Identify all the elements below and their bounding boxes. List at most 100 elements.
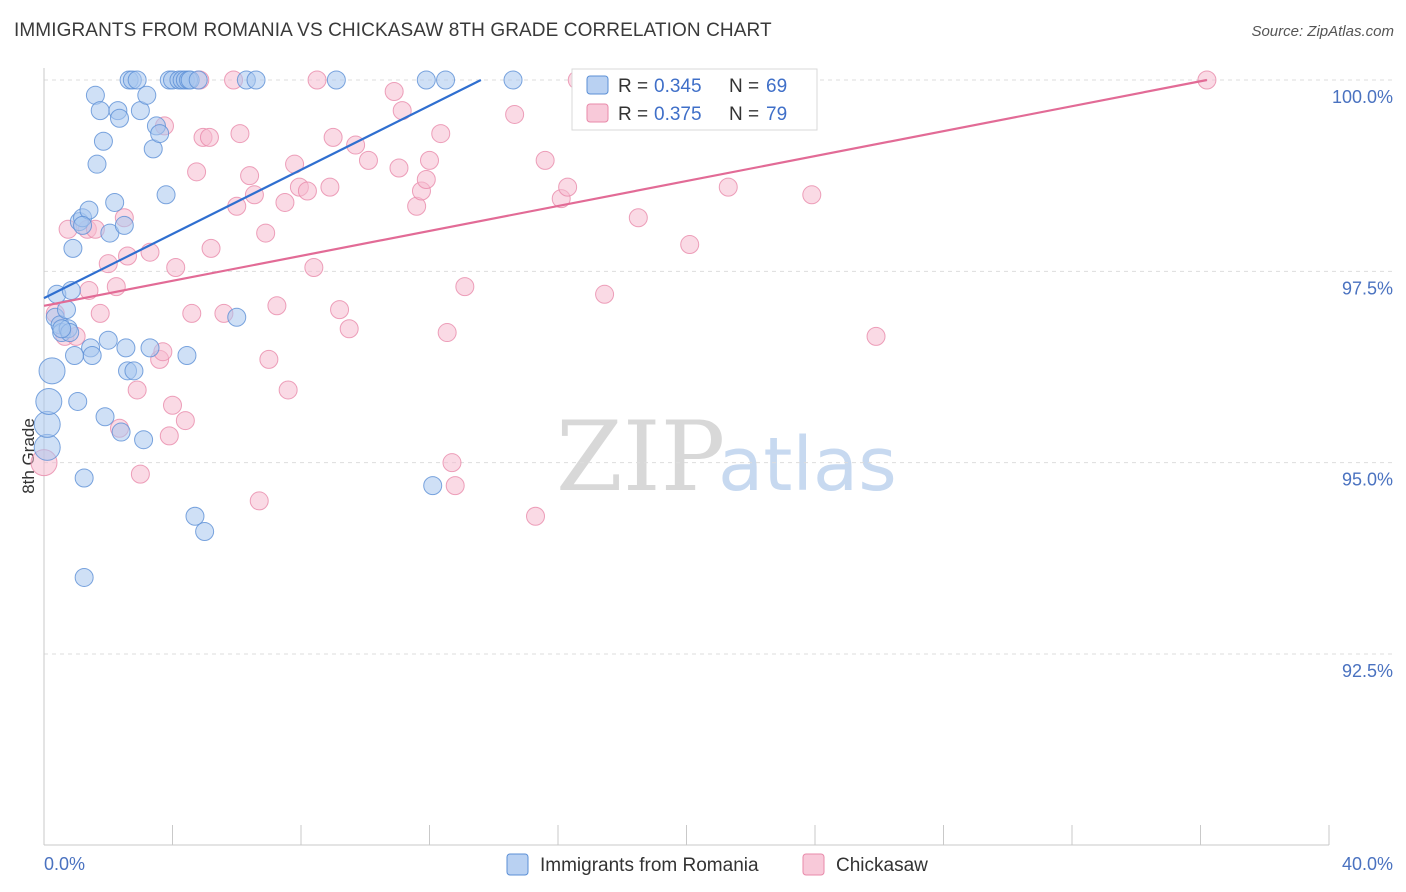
data-point (33, 433, 61, 461)
data-point (278, 380, 298, 400)
trend-line-chickasaw (43, 78, 1208, 307)
data-point (436, 70, 456, 90)
data-point (304, 258, 324, 278)
data-point (73, 215, 93, 235)
legend-swatch-romania (586, 75, 609, 95)
data-point (384, 81, 404, 101)
data-point (63, 238, 83, 258)
data-point (114, 215, 134, 235)
data-point (109, 108, 129, 128)
y-tick-label: 97.5% (1342, 278, 1393, 298)
data-point (437, 323, 457, 343)
data-point (503, 70, 523, 90)
data-point (163, 395, 182, 415)
data-point (201, 238, 221, 258)
legend-n-label-romania: N = (729, 76, 759, 97)
data-point (90, 101, 110, 121)
trend-line-romania (43, 79, 482, 300)
legend-swatch-chickasaw (586, 103, 609, 123)
data-point (297, 181, 317, 201)
data-point (558, 177, 578, 197)
watermark-zip: ZIP (556, 401, 725, 513)
data-point (246, 70, 266, 90)
chart-title: IMMIGRANTS FROM ROMANIA VS CHICKASAW 8TH… (14, 20, 772, 41)
data-point (195, 522, 215, 542)
data-point (431, 124, 451, 144)
data-point (416, 169, 436, 189)
data-point (680, 235, 700, 255)
data-point (140, 338, 160, 358)
data-point (249, 491, 269, 511)
data-point (134, 430, 154, 450)
data-point (74, 468, 94, 488)
data-point (256, 223, 276, 243)
data-point (535, 150, 555, 170)
watermark: ZIP atlas (556, 401, 897, 513)
data-point (137, 85, 157, 105)
bottom-legend-swatch-romania (506, 853, 529, 876)
stats-legend-box (571, 68, 818, 131)
y-tick-labels: 92.5% 95.0% 97.5% 100.0% (1332, 87, 1393, 681)
data-point (455, 277, 475, 297)
data-point (185, 506, 205, 526)
data-point (65, 346, 85, 366)
data-point (166, 258, 186, 278)
data-point (74, 567, 94, 587)
y-tick-label: 92.5% (1342, 661, 1393, 681)
legend-r-label-chickasaw: R = (618, 104, 648, 125)
data-point (82, 346, 102, 366)
watermark-atlas: atlas (718, 422, 897, 508)
data-point (230, 124, 250, 144)
data-point (330, 300, 350, 320)
data-point (595, 284, 615, 304)
data-point (130, 464, 150, 484)
data-point (267, 296, 287, 316)
data-point (505, 104, 525, 124)
stats-legend: R = 0.345 N = 69 R = 0.375 N = 79 (571, 68, 818, 131)
data-point (93, 131, 113, 151)
data-point (199, 127, 219, 147)
data-point (182, 303, 202, 323)
data-point (90, 303, 110, 323)
data-point (150, 124, 170, 144)
data-point (175, 411, 195, 431)
chart-source: Source: ZipAtlas.com (1251, 23, 1394, 40)
data-point (307, 70, 327, 90)
series-legend: Immigrants from Romania Chickasaw (506, 853, 928, 876)
data-point (227, 307, 247, 327)
data-point (866, 326, 886, 346)
data-point (68, 391, 88, 411)
data-point (105, 192, 125, 212)
data-point (127, 380, 147, 400)
data-point (323, 127, 343, 147)
chickasaw-points (30, 70, 1217, 526)
data-point (111, 422, 131, 442)
data-point (156, 185, 176, 205)
data-point (177, 346, 197, 366)
data-point (320, 177, 340, 197)
data-point (95, 407, 115, 427)
bottom-legend-label-romania: Immigrants from Romania (540, 855, 759, 876)
data-point (420, 150, 439, 170)
y-tick-label: 95.0% (1342, 470, 1393, 490)
data-point (52, 319, 72, 339)
data-point (259, 349, 279, 369)
legend-r-value-romania: 0.345 (654, 76, 702, 97)
data-point (423, 476, 443, 496)
x-tick-labels: 0.0% 40.0% (44, 854, 1393, 874)
data-point (35, 387, 63, 415)
y-axis-label: 8th Grade (19, 418, 38, 494)
data-point (240, 166, 260, 186)
trend-lines (43, 78, 1208, 307)
data-point (124, 361, 144, 381)
data-point (33, 410, 61, 438)
data-point (358, 150, 378, 170)
data-point (116, 338, 136, 358)
bottom-legend-swatch-chickasaw (802, 853, 825, 876)
data-point (244, 185, 264, 205)
bottom-legend-label-chickasaw: Chickasaw (836, 855, 928, 876)
legend-n-label-chickasaw: N = (729, 104, 759, 125)
legend-r-value-chickasaw: 0.375 (654, 104, 702, 125)
data-point (445, 476, 465, 496)
